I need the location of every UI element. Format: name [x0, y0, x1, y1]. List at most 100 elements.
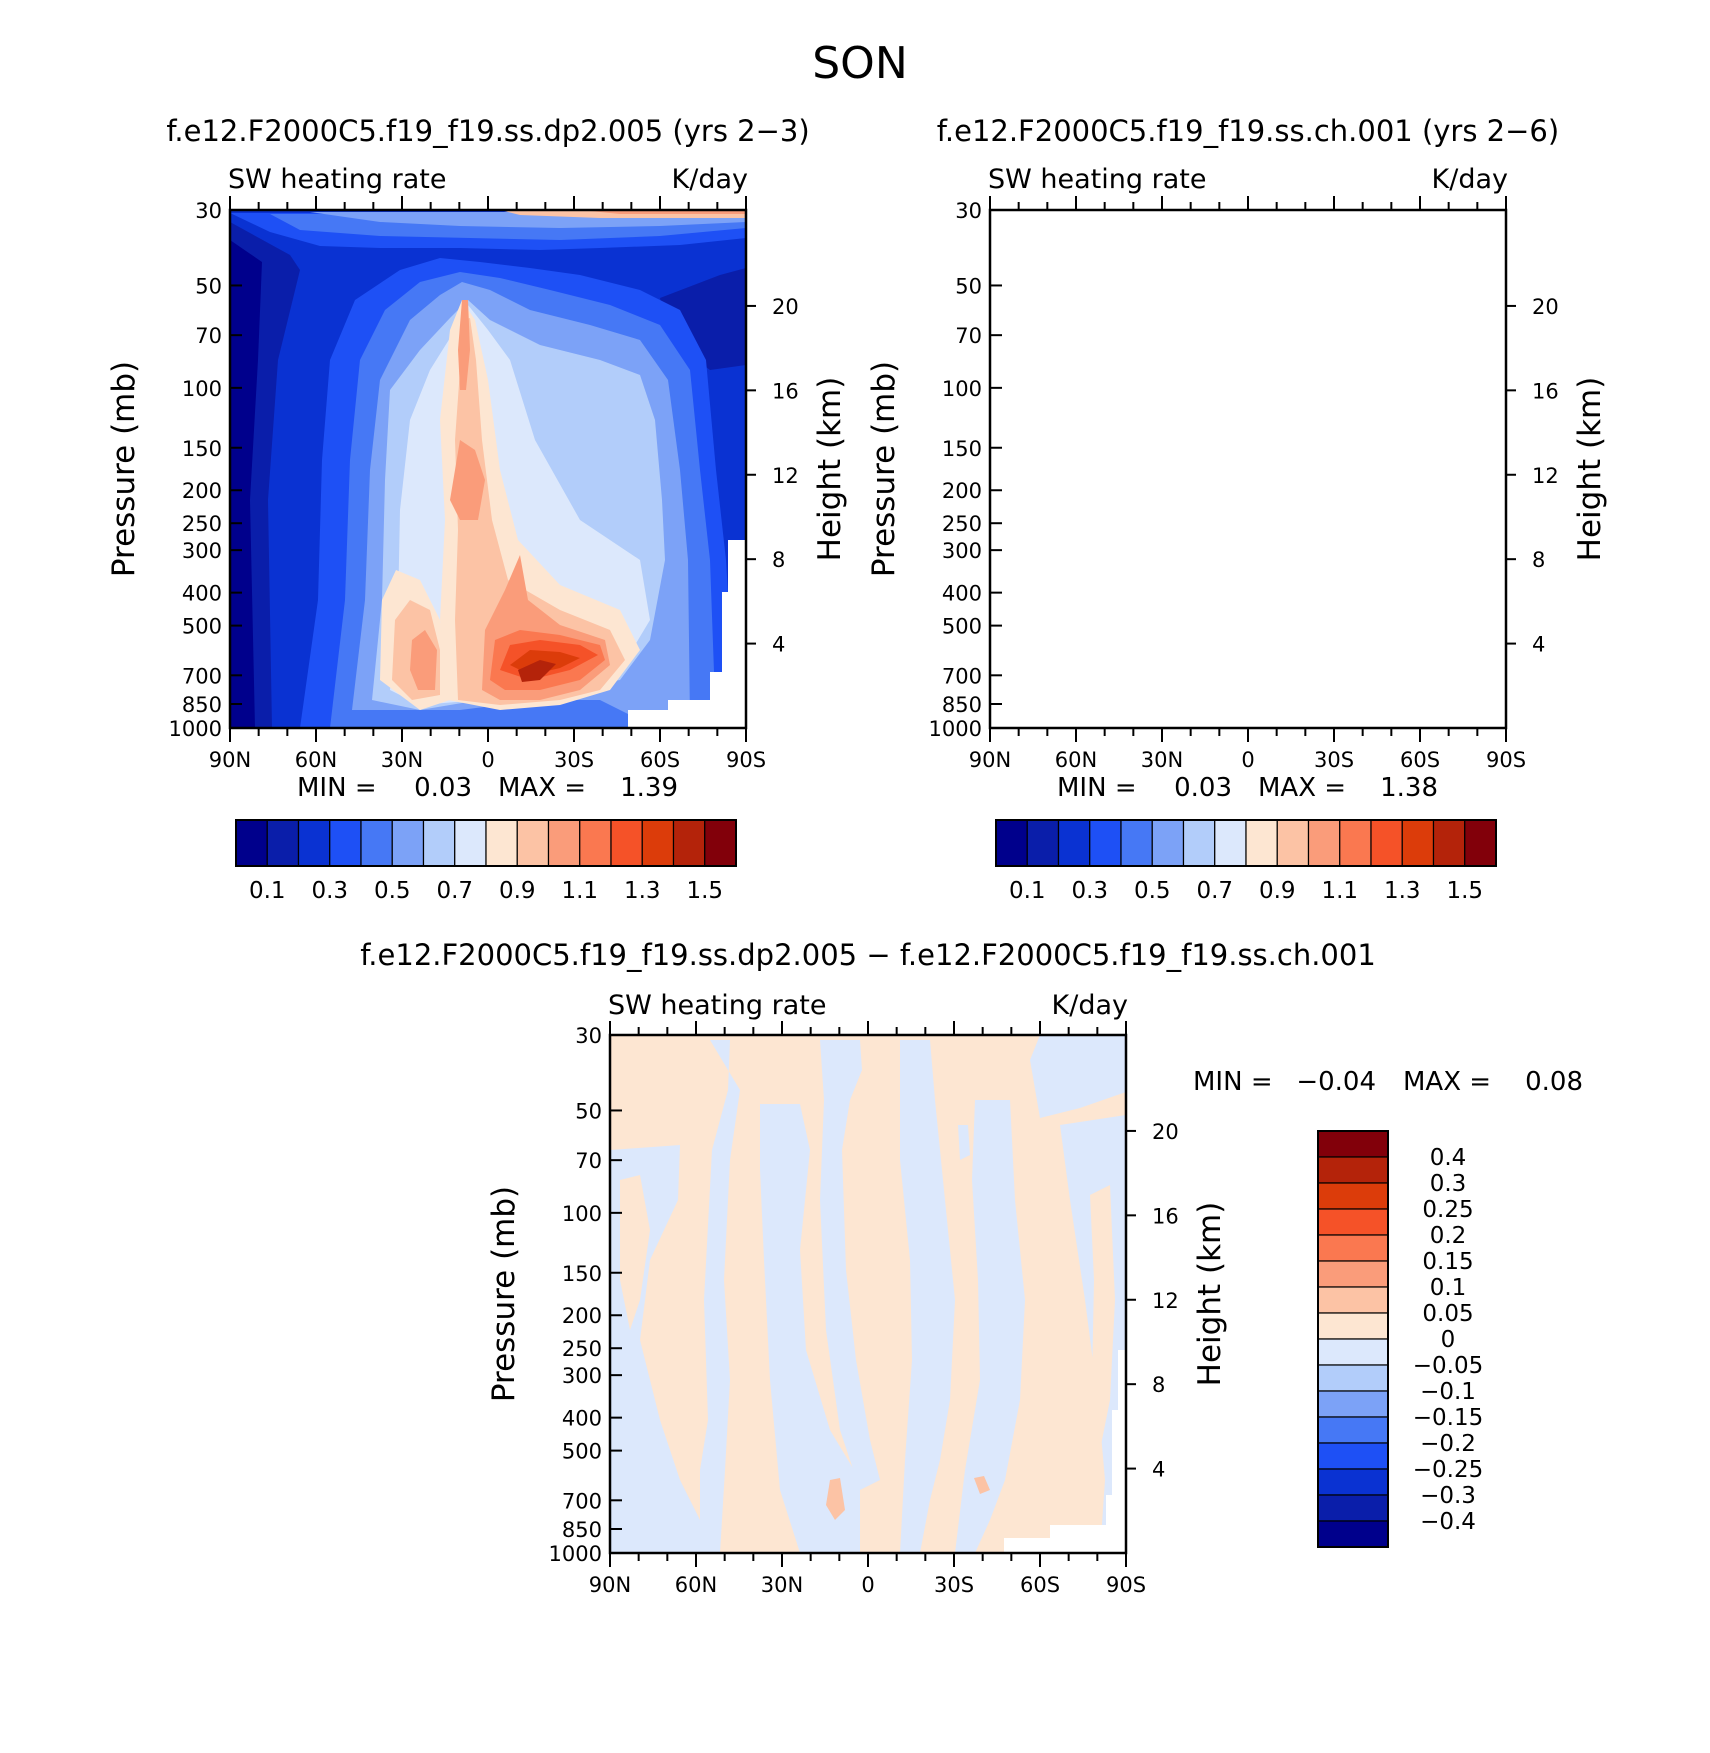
colorbar-swatch [1370, 819, 1403, 867]
colorbar-swatch [235, 819, 268, 867]
fill-level-0.1-nh-core [230, 240, 262, 728]
y-tick-label: 1000 [169, 717, 222, 741]
panel-b-min-value: 0.03 [1174, 773, 1232, 803]
colorbar-swatch [1307, 819, 1341, 867]
fill-level-0.7 [1150, 305, 1410, 705]
x-tick-label: 90S [1486, 748, 1526, 772]
x-tick-label: 90S [726, 748, 766, 772]
fill-level-0.1-nh-polar [990, 222, 1062, 728]
panel-b-plot-frame [988, 208, 1508, 730]
fill-level-0-sh-wisp [1090, 1185, 1115, 1450]
y-tick-label: 850 [942, 693, 982, 717]
panel-c-right-label: K/day [1052, 990, 1128, 1021]
fill-level-0.3-upper-band [990, 213, 1506, 250]
y-tick-label: 70 [955, 324, 982, 348]
y-tick-label: 400 [942, 582, 982, 606]
colorbar-swatch [1151, 819, 1185, 867]
panel-c-y-label: Pressure (mb) [486, 1186, 522, 1402]
y-tick-label: 700 [182, 664, 222, 688]
colorbar-swatch [1317, 1442, 1389, 1470]
fill-level-0.4 [1090, 272, 1476, 728]
colorbar-label: 0.9 [499, 878, 536, 904]
colorbar-label: 0.1 [1430, 1275, 1467, 1301]
colorbar-swatch [1432, 819, 1466, 867]
y2-tick-label: 4 [1532, 633, 1545, 657]
y-tick-label: 150 [942, 437, 982, 461]
colorbar-swatch [1026, 819, 1060, 867]
panel-a-title: f.e12.F2000C5.f19_f19.ss.dp2.005 (yrs 2−… [166, 114, 809, 148]
panel-b-left-label: SW heating rate [988, 164, 1206, 195]
fill-level-1.4 [518, 660, 556, 682]
panel-a: f.e12.F2000C5.f19_f19.ss.dp2.005 (yrs 2−… [106, 114, 848, 803]
panel-c-max-label: MAX = [1403, 1067, 1491, 1097]
fill-level-0.9-tropics [1215, 318, 1385, 705]
fill-level-0.05-to-0.1-cell-2 [974, 1476, 990, 1494]
panel-a-y-label: Pressure (mb) [106, 361, 142, 577]
x-tick-label: 60N [675, 1573, 717, 1597]
colorbar-label: 0.5 [374, 878, 411, 904]
fill-level-neg0.05-band-5 [955, 1100, 1025, 1553]
colorbar-swatch [1317, 1156, 1389, 1184]
x-tick-label: 30S [1314, 748, 1354, 772]
missing-data-mask [628, 540, 746, 728]
panel-c-title: f.e12.F2000C5.f19_f19.ss.dp2.005 − f.e12… [360, 938, 1376, 972]
colorbar-label: 1.3 [1384, 878, 1421, 904]
fill-level-1.0-left [410, 630, 437, 690]
y-tick-label: 70 [575, 1149, 602, 1173]
x-tick-label: 90S [1106, 1573, 1146, 1597]
panel-a-left-label: SW heating rate [228, 164, 446, 195]
y-tick-label: 1000 [929, 717, 982, 741]
fill-level-0.05-to-0.1-cell [826, 1478, 845, 1520]
y-tick-label: 50 [955, 274, 982, 298]
y-tick-label: 500 [562, 1440, 602, 1464]
panel-c-max-value: 0.08 [1525, 1067, 1583, 1097]
fill-level-neg0.05-band-2 [760, 1104, 860, 1553]
colorbar-swatch [1401, 819, 1435, 867]
x-tick-label: 60S [1020, 1573, 1060, 1597]
colorbar-a: 0.1 0.3 0.5 0.7 0.9 1.1 1.3 1.5 [235, 819, 737, 904]
colorbar-label: −0.25 [1413, 1457, 1483, 1483]
y-tick-label: 400 [182, 582, 222, 606]
y-tick-label: 250 [562, 1337, 602, 1361]
fill-level-0.5-upper-band [1070, 212, 1506, 228]
y2-tick-label: 20 [1532, 295, 1559, 319]
y-tick-label: 100 [182, 377, 222, 401]
colorbar-swatch [329, 819, 362, 867]
colorbar-swatch [1317, 1182, 1389, 1210]
fill-level-0.4-upper-band [1030, 214, 1506, 240]
colorbar-label: −0.05 [1413, 1353, 1483, 1379]
colorbar-label: −0.1 [1420, 1379, 1476, 1405]
colorbar-label: −0.4 [1420, 1509, 1476, 1535]
y2-tick-label: 4 [1152, 1458, 1165, 1482]
fill-level-1.0-narrow-column [458, 300, 470, 390]
colorbar-label: −0.2 [1420, 1431, 1476, 1457]
fill-level-1.4 [1280, 662, 1312, 682]
colorbar-label: 1.5 [686, 878, 723, 904]
colorbar-label: 1.1 [1321, 878, 1358, 904]
colorbar-label: 0.2 [1430, 1223, 1467, 1249]
y-tick-label: 200 [182, 479, 222, 503]
colorbar-swatch [454, 819, 487, 867]
colorbar-swatch [1317, 1234, 1389, 1262]
fill-level-1.0-upper-core [450, 440, 485, 520]
panel-b-contour-field [990, 210, 1506, 728]
panel-a-y2-label: Height (km) [812, 377, 848, 562]
fill-level-0.3 [1060, 258, 1496, 728]
colorbar-swatch [641, 819, 675, 867]
colorbar-label: 0.4 [1430, 1145, 1467, 1171]
colorbar-swatch [1317, 1390, 1389, 1418]
colorbar-swatch [1317, 1130, 1389, 1158]
fill-level-1.0-tropics [1242, 540, 1370, 700]
colorbar-swatch [672, 819, 706, 867]
panel-c-min-value: −0.04 [1296, 1067, 1376, 1097]
x-tick-label: 0 [861, 1573, 874, 1597]
colorbar-label: 0.3 [311, 878, 348, 904]
missing-data-mask [1004, 1350, 1126, 1553]
panel-a-right-label: K/day [672, 164, 748, 195]
colorbar-b: 0.1 0.3 0.5 0.7 0.9 1.1 1.3 1.5 [995, 819, 1497, 904]
fill-level-0.1-nh-core [990, 240, 1024, 728]
fill-level-1.2 [1260, 640, 1358, 680]
colorbar-label: 1.5 [1446, 878, 1483, 904]
